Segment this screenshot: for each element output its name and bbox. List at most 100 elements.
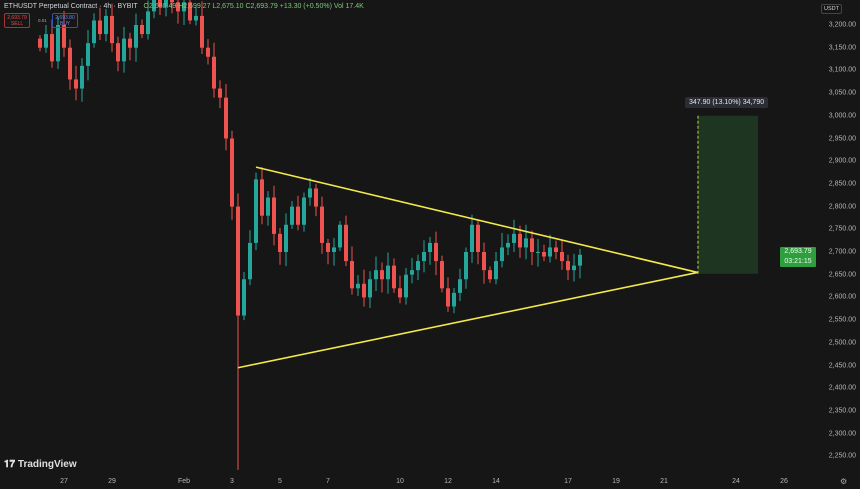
candle-body [254,179,258,243]
price-tick: 3,000.00 [828,112,856,120]
time-tick: 26 [780,478,788,485]
sell-label: SELL [10,21,24,27]
sell-price: 2,693.79 [7,15,27,21]
candle-body [314,188,318,207]
time-tick: 5 [278,478,282,485]
candle-body [374,270,378,280]
candle-body [200,15,204,48]
candle-body [452,292,456,307]
buy-label: BUY [59,21,71,27]
candle-body [482,252,486,271]
price-tick: 2,750.00 [828,225,856,233]
candle-body [98,20,102,35]
price-tick: 2,800.00 [828,203,856,211]
time-tick: 27 [60,478,68,485]
candle-body [194,15,198,21]
candle-body [218,88,222,98]
candle-body [422,252,426,262]
candle-body [338,224,342,248]
candle-body [74,79,78,89]
candle-body [152,0,156,12]
candle-body [476,224,480,252]
triangle-upper-line [255,166,698,274]
candle-body [80,65,84,89]
price-tick: 2,850.00 [828,180,856,188]
candle-body [176,2,180,12]
candle-body [296,206,300,225]
candle-body [290,206,294,225]
candle-body [578,254,582,266]
candle-body [434,242,438,262]
candle-body [206,47,210,57]
candle-body [68,47,72,80]
price-tick: 2,350.00 [828,407,856,415]
candle-body [344,224,348,262]
buy-button[interactable]: 2,693.80 BUY [52,13,78,28]
candle-body [542,252,546,257]
candle-body [554,247,558,252]
time-tick: 19 [612,478,620,485]
tradingview-logo[interactable]: 𝟏𝟕 TradingView [4,459,77,470]
spread: 0.01 [38,18,47,23]
price-tick: 2,700.00 [828,248,856,256]
candle-body [428,242,432,252]
price-tick: 2,600.00 [828,293,856,301]
candle-body [380,270,384,280]
candle-body [62,25,66,48]
candle-body [566,261,570,271]
candle-body [488,270,492,280]
symbol-title[interactable]: ETHUSDT Perpetual Contract · 4h · BYBIT [4,3,138,10]
candle-body [362,283,366,298]
brand-name: TradingView [17,459,77,470]
candle-body [86,43,90,66]
candle-body [266,197,270,216]
candle-body [524,238,528,248]
time-tick: 24 [732,478,740,485]
candle-body [350,261,354,289]
candle-body [242,279,246,316]
candle-body [470,224,474,252]
price-tick: 2,250.00 [828,452,856,460]
candle-body [122,38,126,62]
candle-body [284,224,288,252]
sell-button[interactable]: 2,693.79 SELL [4,13,30,28]
time-tick: 3 [230,478,234,485]
candle-body [230,138,234,207]
time-tick: 12 [444,478,452,485]
candle-body [248,242,252,280]
settings-icon[interactable]: ⚙ [840,477,848,486]
candle-body [158,0,162,7]
candle-body [530,238,534,252]
candle-body [548,247,552,257]
currency-selector[interactable]: USDT [821,4,842,14]
candle-body [50,34,54,62]
candle-body [146,11,150,35]
candle-body [170,0,174,3]
candle-body [572,265,576,271]
candle-body [416,261,420,271]
time-tick: Feb [177,478,191,485]
candle-body [140,25,144,35]
candle-body [326,242,330,252]
tv-logo-icon: 𝟏𝟕 [4,459,16,470]
candle-body [302,197,306,225]
candle-body [110,15,114,44]
price-tick: 3,200.00 [828,21,856,29]
candle-body [386,265,390,280]
candle-body [116,43,120,62]
current-price: 2,693.79 [784,248,812,255]
candle-body [560,252,564,262]
triangle-lower-line [237,271,698,369]
candle-body [92,20,96,44]
candle-body [392,265,396,289]
candle-body [182,2,186,12]
candle-body [128,38,132,48]
candle-body [410,270,414,275]
ohlc-readout: O2,680.49 H2,699.27 L2,675.10 C2,693.79 … [143,3,364,10]
candle-body [236,206,240,316]
candle-body [512,233,516,243]
candle-body [56,25,60,62]
candle-body [272,197,276,234]
measure-box [698,115,758,274]
